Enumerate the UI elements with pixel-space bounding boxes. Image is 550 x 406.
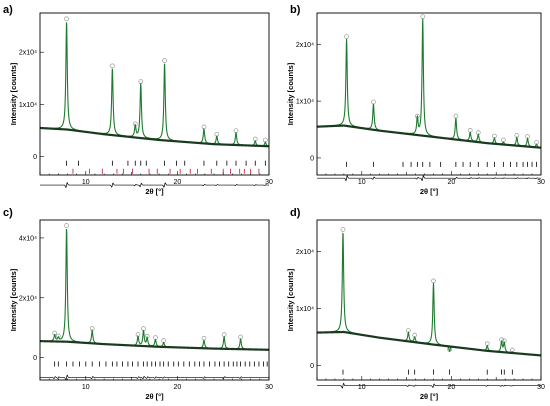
x-tick-label: 20 — [174, 179, 182, 186]
observed-point — [110, 63, 115, 69]
background-curve — [39, 126, 270, 148]
x-tick-label: 30 — [265, 384, 273, 391]
y-axis-label: Intensity [counts] — [286, 62, 295, 125]
y-tick-label: 0 — [33, 154, 37, 161]
plot-frame — [39, 12, 270, 176]
calculated-profile — [39, 22, 270, 147]
x-tick-label: 10 — [358, 179, 366, 186]
plot-frame — [316, 12, 542, 176]
x-tick-label: 30 — [537, 179, 545, 186]
background-curve — [316, 124, 542, 149]
x-tick-label: 10 — [358, 384, 366, 391]
y-tick-label: 0 — [310, 155, 314, 162]
x-tick-label: 30 — [265, 179, 273, 186]
x-tick-label: 10 — [82, 179, 90, 186]
y-tick-label: 0 — [33, 355, 37, 362]
difference-curve — [40, 374, 269, 381]
observed-point — [453, 113, 459, 119]
panel-0: a) 10 20 30 0 1x10⁴ 2x10⁴ 2θ [°] Intensity [coun… — [3, 4, 273, 196]
y-axis-label: Intensity [counts] — [9, 62, 18, 125]
y-tick-label: 1x10⁴ — [19, 102, 37, 109]
calculated-profile — [316, 232, 542, 356]
observed-point — [340, 227, 346, 232]
plot-frame — [316, 219, 542, 381]
observed-point — [201, 124, 207, 130]
panel-2: c) 10 20 30 0 2x10⁴ 4x10⁴ 2θ [°] Intensity [coun… — [3, 207, 273, 401]
y-tick-label: 1x10⁴ — [296, 99, 314, 106]
panel-letter: d) — [290, 207, 301, 219]
observed-point — [221, 332, 227, 337]
panel-3: d) 10 20 30 0 1x10⁴ 2x10⁴ 2θ [°] Intensity [coun… — [286, 207, 545, 401]
calculated-profile — [316, 18, 542, 149]
x-tick-label: 20 — [448, 179, 456, 186]
x-tick-label: 20 — [448, 384, 456, 391]
observed-point — [233, 128, 239, 134]
panel-letter: a) — [3, 4, 13, 16]
observed-point — [162, 58, 167, 63]
x-tick-label: 20 — [174, 384, 182, 391]
y-tick-label: 4x10⁴ — [19, 235, 37, 242]
observed-point — [344, 34, 349, 39]
difference-curve — [317, 175, 541, 182]
observed-point — [431, 278, 436, 284]
panel-letter: b) — [290, 4, 301, 16]
calculated-profile — [40, 229, 270, 351]
x-axis-label: 2θ [°] — [145, 392, 164, 401]
x-axis-label: 2θ [°] — [420, 187, 439, 196]
background-curve — [39, 340, 269, 351]
observed-point — [238, 334, 243, 340]
x-axis-label: 2θ [°] — [420, 392, 439, 401]
observed-point — [201, 335, 207, 341]
observed-point — [371, 99, 376, 105]
observed-point — [64, 16, 69, 22]
panel-letter: c) — [3, 207, 13, 219]
observed-point — [64, 223, 69, 228]
y-tick-label: 2x10⁴ — [19, 50, 37, 57]
y-tick-label: 1x10⁴ — [296, 306, 314, 313]
observed-point — [262, 137, 268, 143]
panel-1: b) 10 20 30 0 1x10⁴ 2x10⁴ 2θ [°] Intensity [coun… — [286, 4, 545, 196]
x-axis-label: 2θ [°] — [145, 187, 164, 196]
y-tick-label: 0 — [310, 363, 314, 370]
difference-curve — [317, 382, 541, 389]
observed-point — [138, 79, 144, 84]
y-tick-label: 2x10⁴ — [19, 295, 37, 302]
observed-point — [420, 14, 426, 20]
x-tick-label: 30 — [537, 384, 545, 391]
plot-frame — [39, 219, 270, 381]
y-tick-label: 2x10⁴ — [296, 249, 314, 256]
observed-point — [55, 333, 61, 339]
x-tick-label: 10 — [82, 384, 90, 391]
difference-curve — [40, 182, 269, 189]
background-curve — [317, 330, 542, 357]
y-axis-label: Intensity [counts] — [9, 268, 18, 331]
y-tick-label: 2x10⁴ — [296, 42, 314, 49]
y-axis-label: Intensity [counts] — [286, 268, 295, 331]
